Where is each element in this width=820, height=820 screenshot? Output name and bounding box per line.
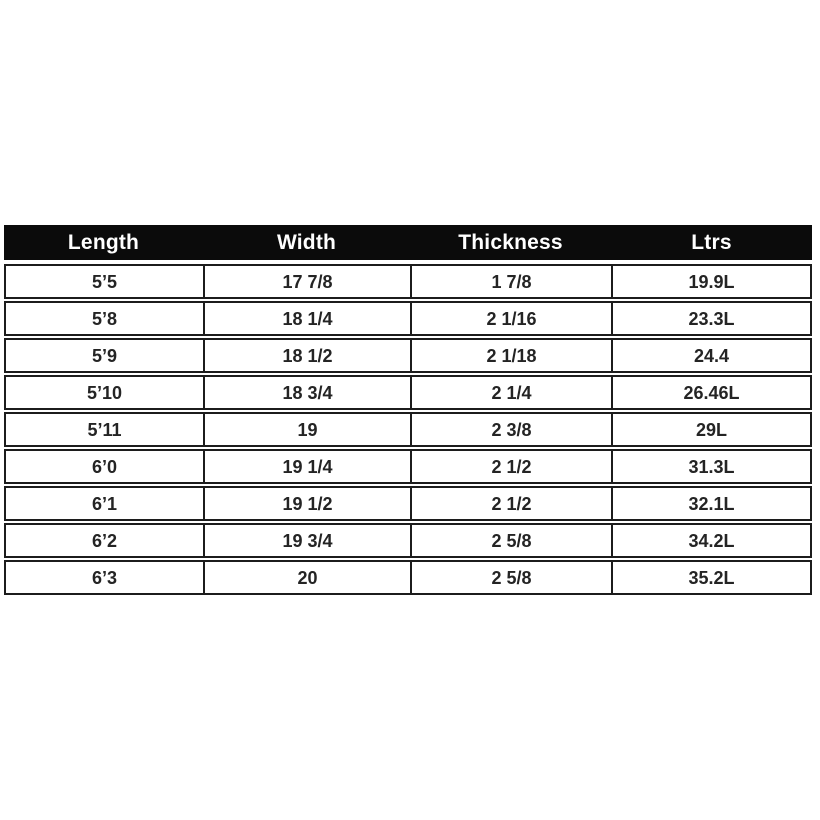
- table-row: 6’1 19 1/2 2 1/2 32.1L: [4, 486, 812, 521]
- table-cell: 32.1L: [688, 493, 735, 514]
- table-cell: 6’2: [6, 525, 205, 556]
- table-row: 6’2 19 3/4 2 5/8 34.2L: [4, 523, 812, 558]
- table-cell: 5’11: [6, 414, 205, 445]
- table-cell: 6’3: [6, 562, 205, 593]
- table-cell: 2 1/2: [412, 451, 613, 482]
- table-cell: 34.2L: [688, 530, 735, 551]
- table-row: 6’3 20 2 5/8 35.2L: [4, 560, 812, 595]
- table-cell: 19: [205, 414, 412, 445]
- table-cell: 6’1: [6, 488, 205, 519]
- table-cell: 18 3/4: [205, 377, 412, 408]
- table-cell: 19 3/4: [205, 525, 412, 556]
- table-cell: 2 3/8: [412, 414, 613, 445]
- table-row: 5’8 18 1/4 2 1/16 23.3L: [4, 301, 812, 336]
- table-cell: 2 5/8: [412, 562, 613, 593]
- table-cell: 5’5: [6, 266, 205, 297]
- table-cell: 2 1/4: [412, 377, 613, 408]
- table-cell: 31.3L: [688, 456, 735, 477]
- table-body: 5’5 17 7/8 1 7/8 19.9L 5’8 18 1/4 2 1/16 23.3L 5…: [4, 264, 812, 595]
- table-cell: 23.3L: [688, 308, 735, 329]
- header-cell-width: Width: [276, 230, 337, 254]
- table-cell: 26.46L: [683, 382, 740, 403]
- table-cell: 17 7/8: [205, 266, 412, 297]
- table-cell: 20: [205, 562, 412, 593]
- table-cell: 19.9L: [688, 271, 735, 292]
- table-cell: 19 1/4: [205, 451, 412, 482]
- table-cell: 35.2L: [688, 567, 735, 588]
- table-row: 5’9 18 1/2 2 1/18 24.4: [4, 338, 812, 373]
- table-header-row: Length Width Thickness Ltrs: [4, 225, 812, 260]
- table-cell: 5’9: [6, 340, 205, 371]
- header-cell-thickness: Thickness: [458, 230, 563, 254]
- table-cell: 18 1/4: [205, 303, 412, 334]
- table-cell: 2 1/18: [412, 340, 613, 371]
- table-cell: 2 5/8: [412, 525, 613, 556]
- table-cell: 5’8: [6, 303, 205, 334]
- table-cell: 5’10: [6, 377, 205, 408]
- table-row: 5’11 19 2 3/8 29L: [4, 412, 812, 447]
- table-cell: 1 7/8: [412, 266, 613, 297]
- table-row: 5’5 17 7/8 1 7/8 19.9L: [4, 264, 812, 299]
- table-cell: 6’0: [6, 451, 205, 482]
- table-row: 6’0 19 1/4 2 1/2 31.3L: [4, 449, 812, 484]
- table-cell: 2 1/2: [412, 488, 613, 519]
- table-cell: 19 1/2: [205, 488, 412, 519]
- size-chart-table: Length Width Thickness Ltrs 5’5 17 7/8 1 7/8 1…: [4, 225, 812, 595]
- table-cell: 24.4: [693, 345, 730, 366]
- table-row: 5’10 18 3/4 2 1/4 26.46L: [4, 375, 812, 410]
- header-cell-length: Length: [67, 230, 140, 254]
- table-cell: 18 1/2: [205, 340, 412, 371]
- table-cell: 29L: [695, 419, 728, 440]
- table-cell: 2 1/16: [412, 303, 613, 334]
- header-cell-ltrs: Ltrs: [691, 230, 732, 254]
